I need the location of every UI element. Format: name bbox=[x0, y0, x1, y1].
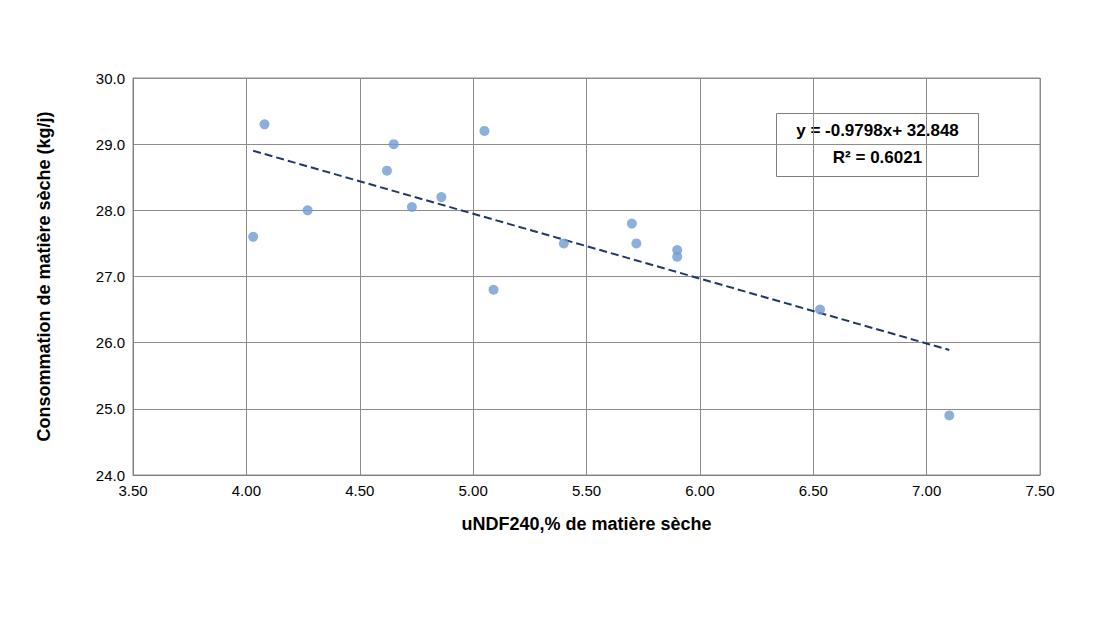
svg-text:6.50: 6.50 bbox=[799, 482, 828, 499]
svg-text:y = -0.9798x+ 32.848: y = -0.9798x+ 32.848 bbox=[796, 121, 959, 140]
svg-text:27.0: 27.0 bbox=[96, 268, 125, 285]
svg-text:4.50: 4.50 bbox=[345, 482, 374, 499]
svg-text:uNDF240,% de matière sèche: uNDF240,% de matière sèche bbox=[461, 514, 711, 534]
svg-text:5.00: 5.00 bbox=[459, 482, 488, 499]
svg-text:6.00: 6.00 bbox=[685, 482, 714, 499]
svg-text:24.0: 24.0 bbox=[96, 467, 125, 484]
svg-text:7.00: 7.00 bbox=[912, 482, 941, 499]
svg-text:29.0: 29.0 bbox=[96, 136, 125, 153]
svg-text:R² = 0.6021: R² = 0.6021 bbox=[833, 148, 922, 167]
svg-text:5.50: 5.50 bbox=[572, 482, 601, 499]
svg-text:28.0: 28.0 bbox=[96, 202, 125, 219]
svg-text:30.0: 30.0 bbox=[96, 70, 125, 87]
svg-text:4.00: 4.00 bbox=[232, 482, 261, 499]
svg-text:Consommation de matière sèche: Consommation de matière sèche (kg/j) bbox=[34, 111, 54, 441]
svg-text:7.50: 7.50 bbox=[1025, 482, 1054, 499]
svg-text:26.0: 26.0 bbox=[96, 334, 125, 351]
svg-text:25.0: 25.0 bbox=[96, 400, 125, 417]
svg-text:3.50: 3.50 bbox=[118, 482, 147, 499]
